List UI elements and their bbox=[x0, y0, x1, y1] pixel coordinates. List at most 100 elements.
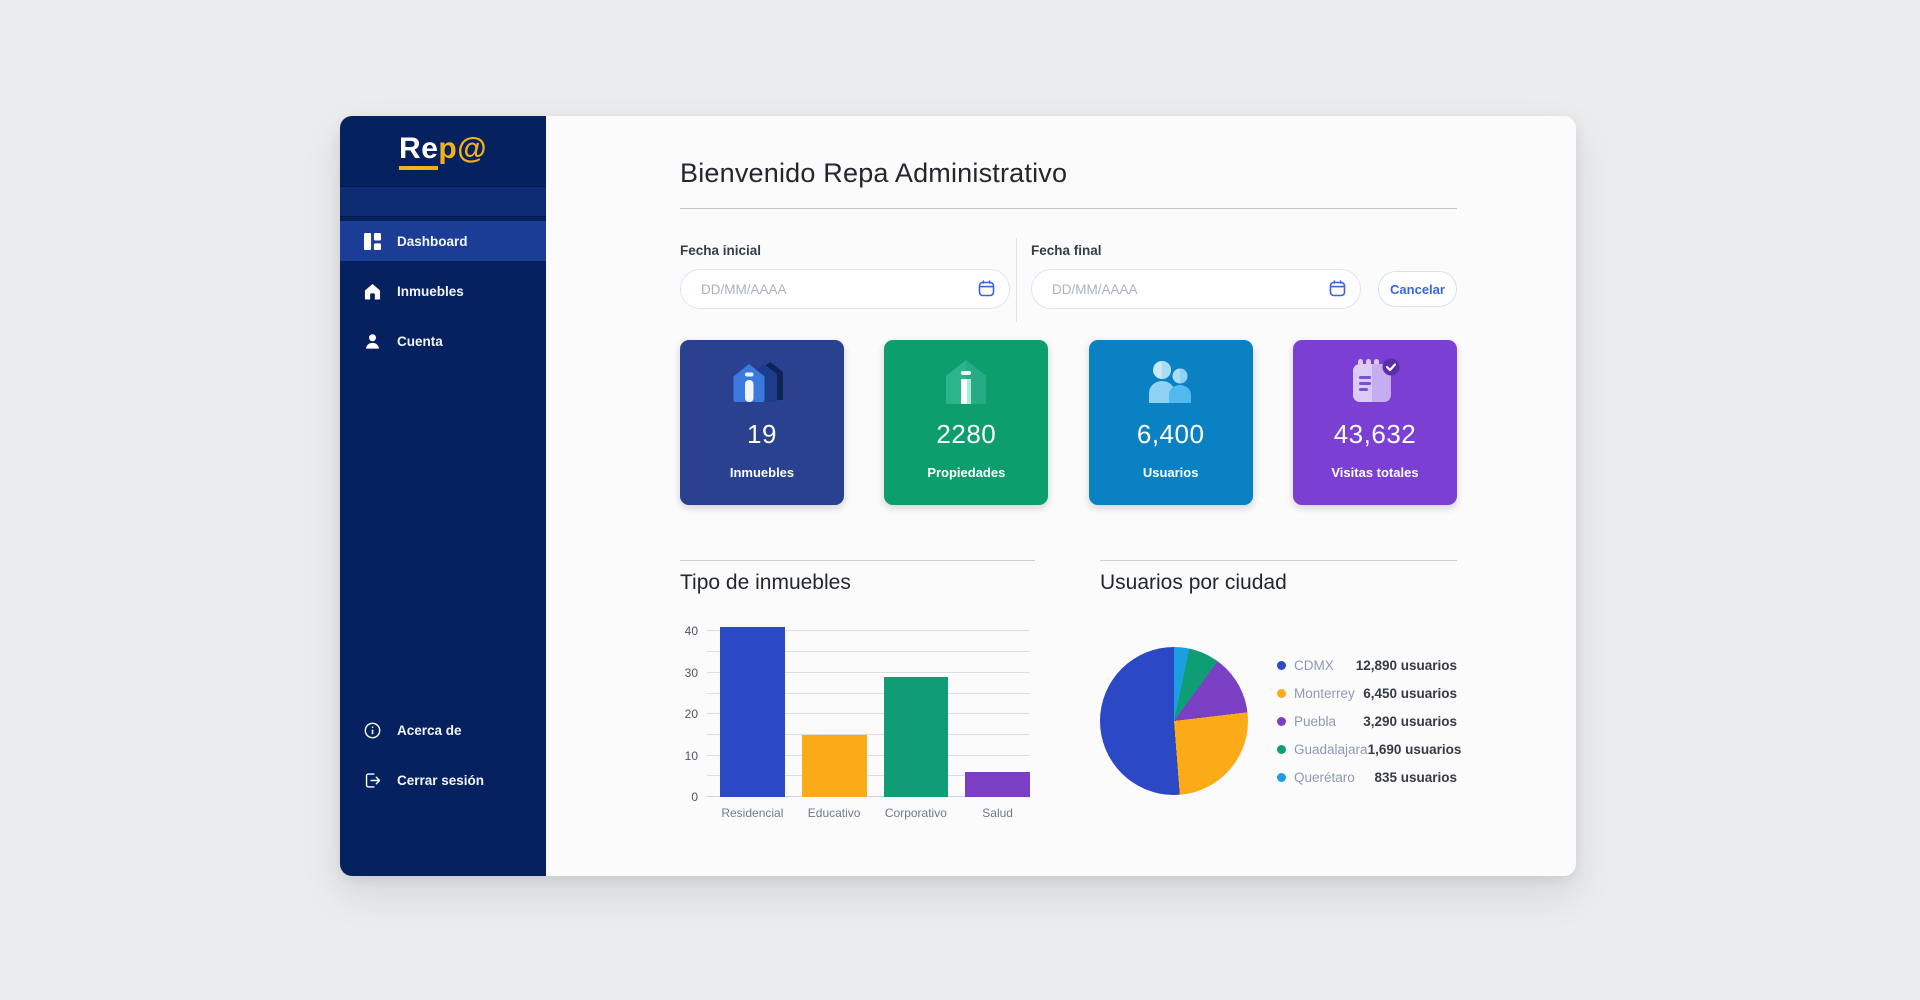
main-content: Bienvenido Repa Administrativo Fecha ini… bbox=[546, 116, 1576, 876]
sidebar-item-acerca-de[interactable]: Acerca de bbox=[340, 710, 546, 750]
start-date-input[interactable] bbox=[680, 269, 1010, 309]
legend-city: Guadalajara bbox=[1294, 741, 1368, 757]
stat-cards-row: 19 Inmuebles 2280 Propiedades bbox=[680, 340, 1457, 505]
home-icon bbox=[364, 283, 381, 300]
gridline bbox=[707, 630, 1030, 632]
end-date-label: Fecha final bbox=[1031, 243, 1102, 258]
legend-row-cdmx: CDMX 12,890 usuarios bbox=[1277, 658, 1457, 673]
gridline bbox=[707, 671, 1030, 673]
sidebar-item-label: Cuenta bbox=[397, 333, 443, 349]
sidebar-section-strip bbox=[340, 186, 546, 217]
legend-city: Puebla bbox=[1294, 713, 1337, 729]
sidebar-item-dashboard[interactable]: Dashboard bbox=[340, 221, 546, 261]
x-axis-label: Corporativo bbox=[884, 806, 947, 820]
gridline bbox=[707, 692, 1030, 694]
house-icon bbox=[943, 357, 989, 407]
stat-card-inmuebles: 19 Inmuebles bbox=[680, 340, 844, 505]
pie-chart-section: Usuarios por ciudad CDMX 12,890 usuarios… bbox=[1100, 560, 1461, 795]
dashboard-icon bbox=[364, 232, 381, 250]
y-axis-tick: 30 bbox=[684, 665, 698, 680]
legend-dot bbox=[1277, 688, 1286, 698]
filters-vertical-divider bbox=[1016, 238, 1017, 322]
legend-value: 3,290 usuarios bbox=[1363, 713, 1457, 729]
start-date-label: Fecha inicial bbox=[680, 243, 762, 258]
sidebar-item-label: Inmuebles bbox=[397, 283, 464, 299]
bar-residencial bbox=[720, 627, 785, 797]
bar-corporativo bbox=[883, 676, 949, 797]
bar-salud bbox=[965, 772, 1030, 797]
legend-value: 835 usuarios bbox=[1374, 769, 1457, 785]
users-icon bbox=[1146, 357, 1196, 407]
stat-value: 6,400 bbox=[1136, 419, 1205, 449]
gridline bbox=[707, 754, 1030, 756]
section-divider bbox=[1100, 560, 1457, 561]
y-axis-tick: 40 bbox=[684, 624, 698, 639]
legend-value: 1,690 usuarios bbox=[1367, 741, 1462, 757]
gridline bbox=[707, 713, 1030, 715]
calendar-icon[interactable] bbox=[977, 279, 996, 298]
sidebar-item-cuenta[interactable]: Cuenta bbox=[340, 321, 546, 361]
sidebar-item-label: Dashboard bbox=[397, 233, 468, 249]
cancel-button[interactable]: Cancelar bbox=[1378, 271, 1457, 307]
bar-chart-section: Tipo de inmuebles 0 10 20 30 40 Residenc… bbox=[680, 560, 1035, 820]
legend-value: 6,450 usuarios bbox=[1363, 685, 1457, 701]
logout-icon bbox=[365, 772, 381, 788]
y-axis-tick: 10 bbox=[684, 748, 698, 763]
legend-row-puebla: Puebla 3,290 usuarios bbox=[1277, 714, 1457, 729]
buildings-icon bbox=[733, 357, 791, 407]
legend-row-guadalajara: Guadalajara 1,690 usuarios bbox=[1277, 741, 1461, 757]
title-divider bbox=[680, 208, 1457, 209]
x-axis-label: Salud bbox=[982, 806, 1013, 820]
sidebar-item-label: Acerca de bbox=[397, 722, 462, 738]
x-axis-label: Residencial bbox=[721, 806, 784, 820]
logo-text-re: Re bbox=[399, 132, 439, 170]
user-icon bbox=[366, 333, 379, 349]
end-date-field bbox=[1031, 269, 1361, 309]
info-icon bbox=[364, 722, 381, 738]
legend-dot bbox=[1277, 660, 1286, 670]
x-axis-labels: Residencial Educativo Corporativo Salud bbox=[707, 806, 1030, 820]
bar-educativo bbox=[801, 734, 867, 797]
app-window: Rep@ Dashboard Inmuebles Cuenta bbox=[340, 116, 1576, 876]
pie-chart bbox=[1100, 647, 1248, 795]
sidebar-item-inmuebles[interactable]: Inmuebles bbox=[340, 271, 546, 311]
stat-label: Visitas totales bbox=[1331, 465, 1419, 480]
stat-value: 43,632 bbox=[1333, 419, 1417, 449]
stat-label: Inmuebles bbox=[729, 465, 795, 480]
stat-value: 19 bbox=[747, 419, 777, 449]
gridline bbox=[707, 651, 1030, 653]
bar-chart: 0 10 20 30 40 bbox=[685, 619, 1030, 804]
legend-city: CDMX bbox=[1294, 657, 1334, 673]
stat-card-visitas: 43,632 Visitas totales bbox=[1292, 340, 1457, 505]
sidebar-item-cerrar-sesion[interactable]: Cerrar sesión bbox=[340, 760, 546, 800]
end-date-input[interactable] bbox=[1031, 269, 1361, 309]
pie-legend: CDMX 12,890 usuarios Monterrey 6,450 usu… bbox=[1277, 658, 1461, 785]
pie-chart-title: Usuarios por ciudad bbox=[1100, 571, 1287, 594]
page-title: Bienvenido Repa Administrativo bbox=[680, 158, 1068, 188]
x-axis-label: Educativo bbox=[807, 806, 861, 820]
legend-city: Monterrey bbox=[1294, 685, 1355, 701]
stat-label: Propiedades bbox=[927, 465, 1006, 480]
stat-card-propiedades: 2280 Propiedades bbox=[884, 340, 1049, 505]
legend-dot bbox=[1277, 772, 1286, 782]
y-axis-tick: 20 bbox=[684, 707, 698, 722]
gridline bbox=[707, 733, 1030, 735]
logo-text-pa: p@ bbox=[438, 132, 487, 165]
legend-value: 12,890 usuarios bbox=[1355, 657, 1457, 673]
legend-row-monterrey: Monterrey 6,450 usuarios bbox=[1277, 686, 1457, 701]
stat-card-usuarios: 6,400 Usuarios bbox=[1088, 340, 1253, 505]
bars-group bbox=[707, 619, 1030, 797]
app-logo: Rep@ bbox=[340, 132, 546, 170]
gridline bbox=[707, 796, 1030, 797]
calendar-icon[interactable] bbox=[1328, 279, 1347, 298]
sidebar-item-label: Cerrar sesión bbox=[397, 772, 485, 788]
legend-city: Querétaro bbox=[1294, 769, 1355, 785]
legend-dot bbox=[1277, 716, 1286, 726]
sidebar: Rep@ Dashboard Inmuebles Cuenta bbox=[340, 116, 546, 876]
start-date-field bbox=[680, 269, 1010, 309]
legend-dot bbox=[1277, 744, 1286, 754]
gridline bbox=[707, 775, 1030, 777]
stat-label: Usuarios bbox=[1142, 465, 1199, 480]
legend-row-queretaro: Querétaro 835 usuarios bbox=[1277, 770, 1457, 785]
y-axis-tick: 0 bbox=[691, 790, 698, 804]
